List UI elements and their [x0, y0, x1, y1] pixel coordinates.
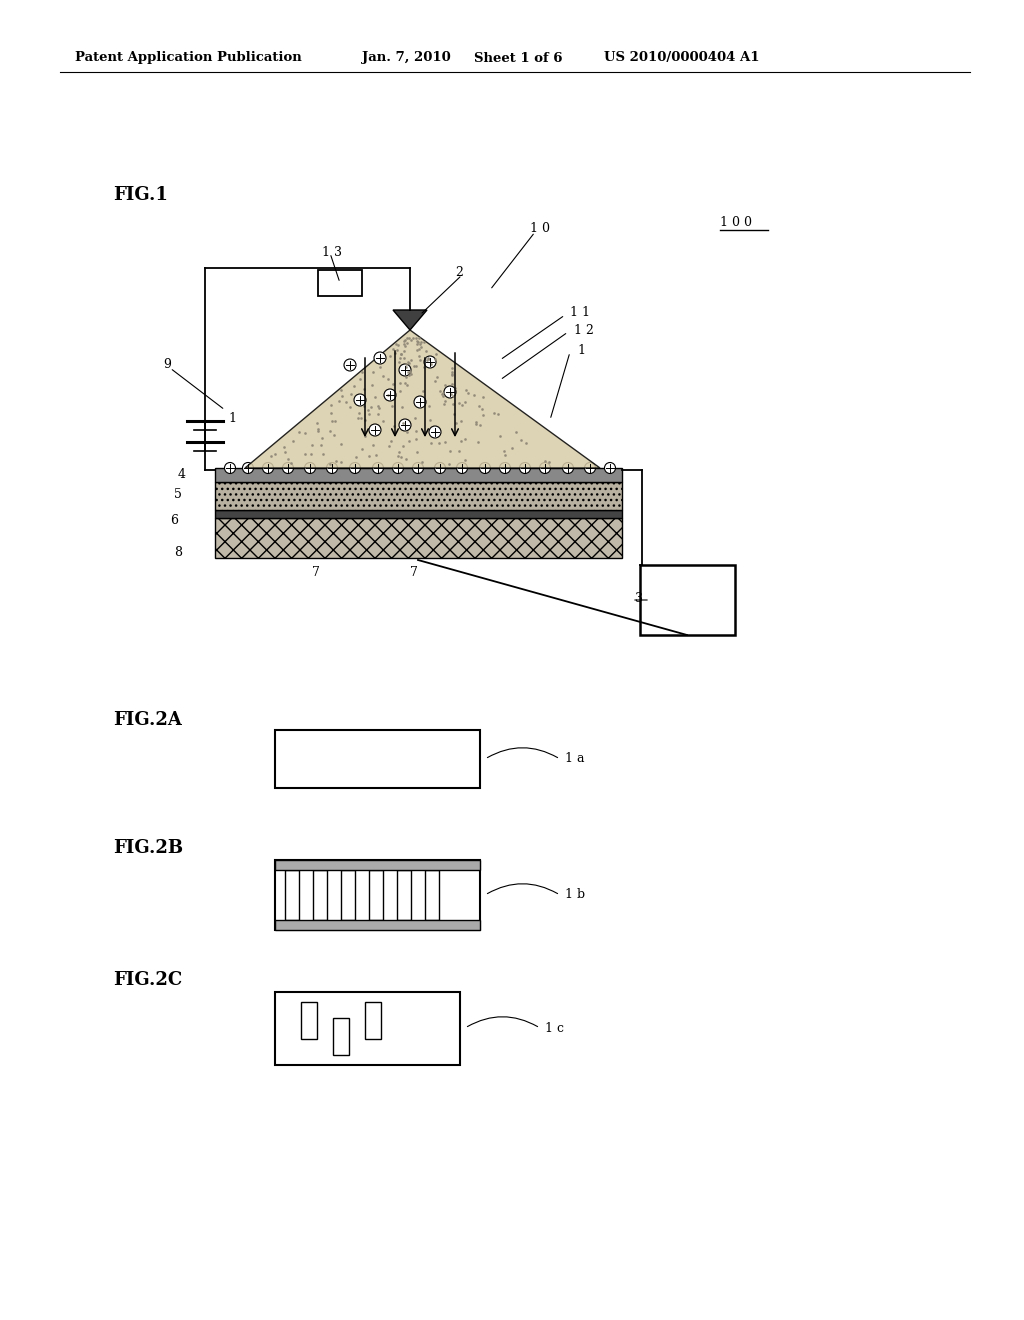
Bar — [318, 271, 362, 296]
Circle shape — [392, 462, 403, 474]
Circle shape — [304, 462, 315, 474]
Text: Sheet 1 of 6: Sheet 1 of 6 — [474, 51, 562, 65]
Bar — [275, 861, 480, 931]
Text: 8: 8 — [174, 545, 182, 558]
Circle shape — [424, 356, 436, 368]
Circle shape — [354, 393, 366, 407]
Circle shape — [604, 462, 615, 474]
Circle shape — [224, 462, 236, 474]
Text: 1 3: 1 3 — [322, 246, 342, 259]
Text: 2: 2 — [455, 265, 463, 279]
Bar — [215, 469, 622, 482]
Bar — [313, 870, 327, 920]
Circle shape — [344, 359, 356, 371]
Text: 9: 9 — [163, 359, 171, 371]
Bar — [640, 565, 735, 635]
Text: 1 1: 1 1 — [570, 305, 590, 318]
Text: 7: 7 — [410, 565, 418, 578]
Text: 1: 1 — [577, 343, 585, 356]
Circle shape — [373, 462, 384, 474]
Circle shape — [429, 426, 441, 438]
Circle shape — [414, 396, 426, 408]
Text: 1 c: 1 c — [545, 1022, 564, 1035]
Circle shape — [399, 418, 411, 432]
Bar — [215, 517, 622, 558]
Circle shape — [540, 462, 551, 474]
Circle shape — [434, 462, 445, 474]
Text: FIG.2B: FIG.2B — [113, 840, 183, 857]
Bar — [285, 870, 299, 920]
Bar — [215, 510, 622, 517]
Circle shape — [444, 385, 456, 399]
Text: Jan. 7, 2010: Jan. 7, 2010 — [362, 51, 451, 65]
Bar — [365, 1002, 381, 1039]
Text: 3: 3 — [635, 591, 643, 605]
Text: US 2010/0000404 A1: US 2010/0000404 A1 — [604, 51, 760, 65]
Bar — [369, 870, 383, 920]
Circle shape — [349, 462, 360, 474]
Circle shape — [399, 364, 411, 376]
Text: 1 0 0: 1 0 0 — [720, 215, 752, 228]
Circle shape — [283, 462, 294, 474]
Text: FIG.1: FIG.1 — [113, 186, 168, 205]
Text: 1 2: 1 2 — [574, 323, 594, 337]
Text: 5: 5 — [174, 487, 182, 500]
Bar — [215, 482, 622, 510]
Circle shape — [262, 462, 273, 474]
Circle shape — [562, 462, 573, 474]
Text: FIG.2A: FIG.2A — [113, 711, 182, 729]
Bar — [275, 993, 460, 1065]
Bar — [301, 1002, 317, 1039]
Text: 1 0: 1 0 — [530, 222, 550, 235]
Text: 4: 4 — [178, 469, 186, 482]
Text: 1: 1 — [228, 412, 236, 425]
Polygon shape — [393, 310, 427, 330]
Bar — [275, 861, 480, 870]
Text: 7: 7 — [312, 565, 319, 578]
Bar — [275, 920, 480, 931]
Circle shape — [374, 352, 386, 364]
Circle shape — [384, 389, 396, 401]
Text: 6: 6 — [170, 513, 178, 527]
Bar — [397, 870, 411, 920]
Circle shape — [413, 462, 424, 474]
Circle shape — [519, 462, 530, 474]
Circle shape — [243, 462, 254, 474]
Circle shape — [369, 424, 381, 436]
Text: FIG.2C: FIG.2C — [113, 972, 182, 989]
Polygon shape — [245, 330, 600, 469]
Bar — [425, 870, 439, 920]
Bar — [275, 730, 480, 788]
Circle shape — [327, 462, 338, 474]
Text: Patent Application Publication: Patent Application Publication — [75, 51, 302, 65]
Circle shape — [585, 462, 596, 474]
Bar — [341, 870, 355, 920]
Bar — [333, 1018, 349, 1055]
Circle shape — [457, 462, 468, 474]
Text: 1 b: 1 b — [565, 888, 585, 902]
Circle shape — [500, 462, 511, 474]
Circle shape — [479, 462, 490, 474]
Text: 1 a: 1 a — [565, 752, 585, 766]
